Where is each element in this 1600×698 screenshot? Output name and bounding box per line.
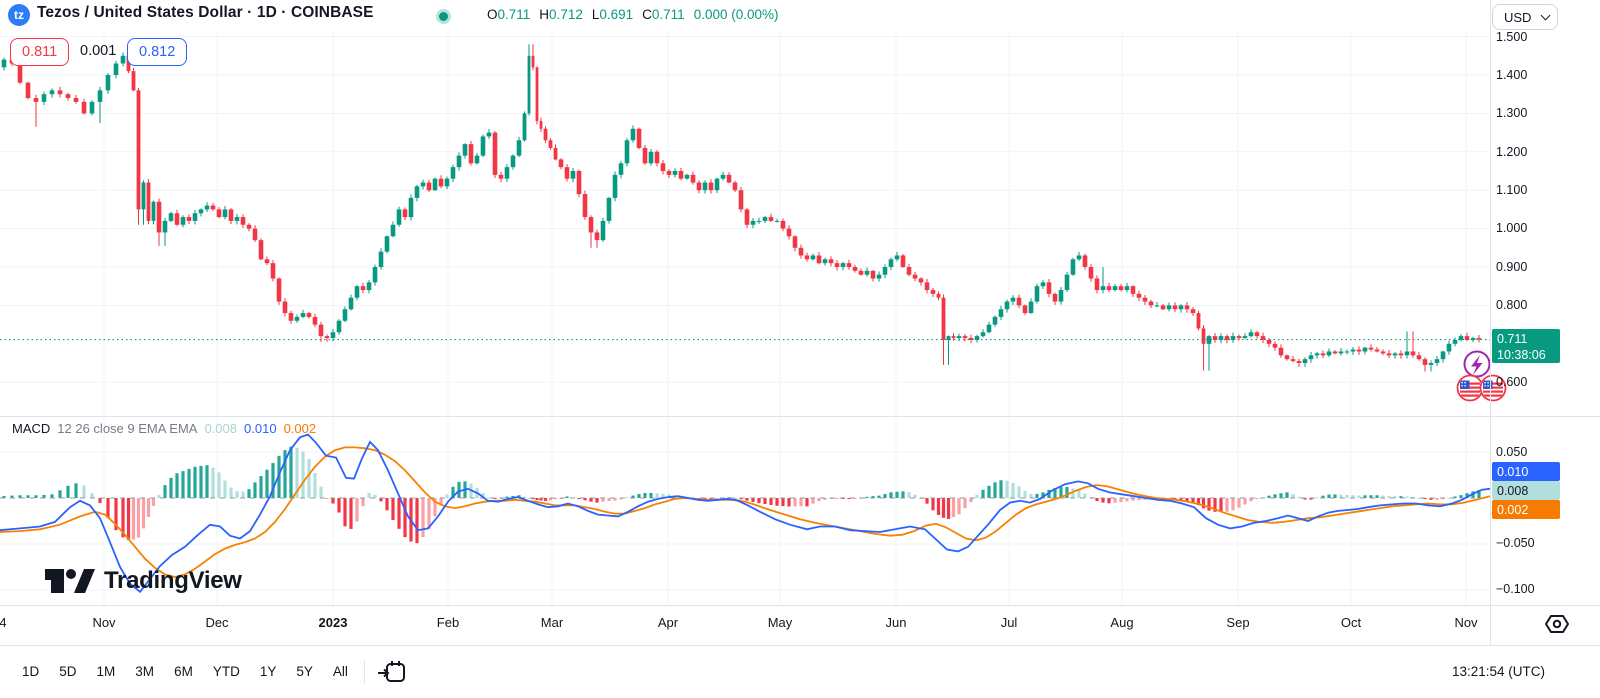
macd-value-badge: 0.008 xyxy=(1492,481,1560,500)
close-label: C xyxy=(642,7,652,22)
time-tick: May xyxy=(767,615,793,630)
go-to-date-icon[interactable] xyxy=(375,658,409,686)
time-axis-separator xyxy=(0,605,1600,606)
macd-main-line xyxy=(0,433,1491,594)
us-flag-event-icon[interactable] xyxy=(1479,374,1507,402)
time-tick: Sep xyxy=(1226,615,1250,630)
session-clock[interactable]: 13:21:54 (UTC) xyxy=(1451,664,1545,679)
status-dot-core xyxy=(439,12,448,21)
price-tick: 1.100 xyxy=(1496,183,1528,197)
toolbar-separator xyxy=(0,645,1600,646)
tradingview-logo-text: TradingView xyxy=(104,567,242,594)
market-status-icon[interactable] xyxy=(436,9,451,24)
range-button-5y[interactable]: 5Y xyxy=(296,664,313,679)
timezone-settings-icon[interactable] xyxy=(1540,612,1580,642)
low-value: 0.691 xyxy=(599,7,634,22)
date-range-switcher: 1D 5D 1M 3M 6M YTD 1Y 5Y All xyxy=(12,659,358,684)
symbol-title[interactable]: Tezos / United States Dollar · 1D · COIN… xyxy=(37,4,374,21)
tezos-glyph: tz xyxy=(14,8,24,22)
us-flag-event-icon[interactable] xyxy=(1456,374,1484,402)
low-label: L xyxy=(591,7,600,22)
macd-tick: −0.100 xyxy=(1496,582,1535,596)
time-tick: Oct xyxy=(1340,615,1362,630)
high-label: H xyxy=(539,7,550,22)
last-price-badge: 0.711 10:38:06 xyxy=(1492,329,1560,363)
candlestick-series[interactable] xyxy=(1,44,1482,372)
time-tick: Jul xyxy=(1000,615,1018,630)
time-tick: Mar xyxy=(540,615,564,630)
open-label: O xyxy=(487,7,498,22)
pane-separator[interactable] xyxy=(0,416,1600,417)
time-tick: Apr xyxy=(657,615,679,630)
chevron-down-icon xyxy=(1540,10,1551,21)
close-value: 0.711 xyxy=(651,7,685,22)
time-tick: Feb xyxy=(436,615,460,630)
macd-signal-line xyxy=(0,446,1491,579)
currency-label: USD xyxy=(1504,9,1532,25)
tradingview-logo[interactable]: TradingView xyxy=(44,566,242,596)
price-tick: 0.900 xyxy=(1496,260,1528,274)
price-label-plain: 0.001 xyxy=(80,43,117,59)
macd-tick: −0.050 xyxy=(1496,536,1535,550)
time-tick: Jun xyxy=(885,615,907,630)
toolbar-divider xyxy=(363,659,365,684)
price-tick: 1.300 xyxy=(1496,106,1528,120)
price-tick: 0.800 xyxy=(1496,298,1528,312)
price-tick: 0.600 xyxy=(1496,375,1528,389)
ohlc-readout: O0.711 H0.712 L0.691 C0.711 0.000 (0.00%… xyxy=(487,7,779,22)
macd-value-badge: 0.002 xyxy=(1492,500,1560,519)
macd-params: 12 26 close 9 EMA EMA xyxy=(57,421,198,436)
price-tick: 1.500 xyxy=(1496,30,1528,44)
tradingview-logo-icon xyxy=(45,569,95,593)
macd-title: MACD xyxy=(12,421,51,436)
range-button-5d[interactable]: 5D xyxy=(59,664,77,679)
tezos-logo-icon[interactable]: tz xyxy=(8,4,30,26)
grid xyxy=(0,30,1490,605)
price-label-red[interactable]: 0.811 xyxy=(10,38,70,66)
open-value: 0.711 xyxy=(497,7,531,22)
time-tick: Dec xyxy=(205,615,229,630)
time-tick: Nov xyxy=(92,615,116,630)
bar-countdown: 10:38:06 xyxy=(1497,348,1546,363)
bottom-toolbar: 1D 5D 1M 3M 6M YTD 1Y 5Y All 13:21:54 (UTC) xyxy=(0,645,1600,698)
change-value: 0.000 (0.00%) xyxy=(693,7,779,22)
range-button-6m[interactable]: 6M xyxy=(174,664,193,679)
high-value: 0.712 xyxy=(549,7,583,22)
price-label-blue[interactable]: 0.812 xyxy=(127,38,188,66)
range-button-3m[interactable]: 3M xyxy=(135,664,155,679)
macd-legend[interactable]: MACD 12 26 close 9 EMA EMA 0.008 0.010 0… xyxy=(12,421,316,436)
macd-tick: 0.050 xyxy=(1496,445,1528,459)
range-button-1m[interactable]: 1M xyxy=(96,664,116,679)
macd-line-value: 0.010 xyxy=(244,421,277,436)
time-tick: Aug xyxy=(1110,615,1134,630)
macd-hist-value: 0.008 xyxy=(204,421,238,436)
last-price-value: 0.711 xyxy=(1497,332,1528,346)
macd-histogram xyxy=(2,446,1481,544)
price-tick: 1.400 xyxy=(1496,68,1528,82)
range-button-1d[interactable]: 1D xyxy=(22,664,40,679)
time-tick: 2023 xyxy=(318,615,348,630)
range-button-all[interactable]: All xyxy=(332,664,348,679)
time-tick: 4 xyxy=(0,615,7,630)
price-tick: 1.000 xyxy=(1496,221,1528,235)
range-button-ytd[interactable]: YTD xyxy=(212,664,240,679)
time-axis[interactable]: 4 Nov Dec 2023 Feb Mar Apr May Jun Jul Aug Sep Oct No… xyxy=(0,605,1600,645)
event-icons[interactable] xyxy=(1456,350,1507,402)
currency-selector-button[interactable]: USD xyxy=(1492,4,1558,30)
price-scale-separator xyxy=(1490,0,1491,645)
range-button-1y[interactable]: 1Y xyxy=(259,664,277,679)
time-tick: Nov xyxy=(1454,615,1478,630)
chart-header: tz Tezos / United States Dollar · 1D · C… xyxy=(0,0,1600,30)
macd-signal-value: 0.002 xyxy=(283,421,317,436)
price-tick: 1.200 xyxy=(1496,145,1528,159)
macd-value-badge: 0.010 xyxy=(1492,462,1560,481)
